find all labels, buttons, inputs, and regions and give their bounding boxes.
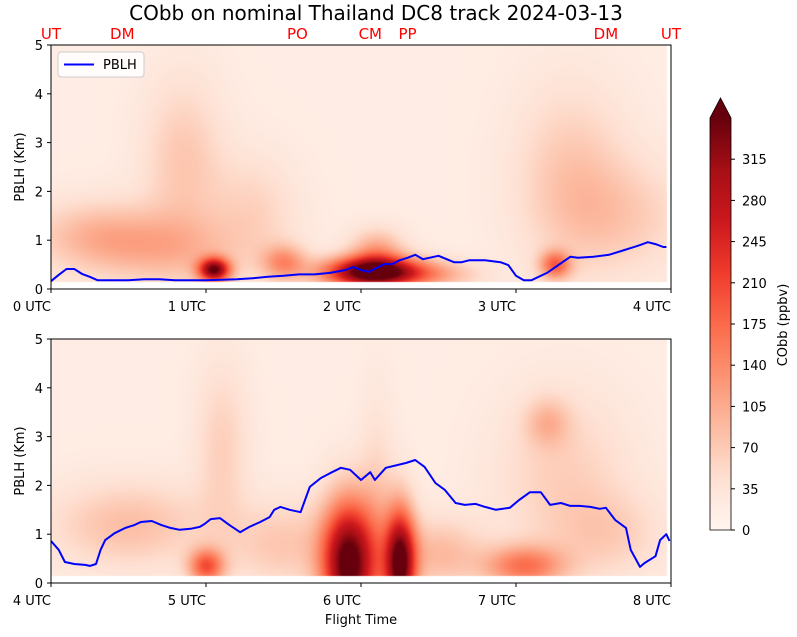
colorbar-tick-label: 140 bbox=[742, 359, 767, 374]
y-tick-label: 4 bbox=[35, 88, 43, 103]
y-tick-label: 5 bbox=[35, 39, 43, 54]
y-axis-label: PBLH (Km) bbox=[13, 426, 28, 495]
colorbar-tick-label: 0 bbox=[742, 524, 750, 539]
colorbar-extend-arrow bbox=[710, 98, 731, 118]
colorbar-tick-label: 280 bbox=[742, 194, 767, 209]
y-tick-label: 2 bbox=[35, 185, 43, 200]
y-tick-label: 1 bbox=[35, 528, 43, 543]
legend-pblh-label: PBLH bbox=[103, 58, 137, 73]
cobb-heatmap-top bbox=[51, 45, 671, 289]
x-tick-label: 4 UTC bbox=[633, 300, 671, 315]
colorbar-label: CObb (ppbv) bbox=[776, 284, 791, 367]
y-tick-label: 1 bbox=[35, 234, 43, 249]
station-label: DM bbox=[594, 25, 619, 43]
station-label: UT bbox=[41, 25, 62, 43]
pblh-line-panel-2 bbox=[50, 459, 671, 568]
y-tick-label: 4 bbox=[35, 382, 43, 397]
colorbar-outline bbox=[709, 97, 732, 531]
colorbar-tick-label: 175 bbox=[742, 318, 767, 333]
y-tick-label: 2 bbox=[35, 479, 43, 494]
y-tick-label: 3 bbox=[35, 431, 43, 446]
colorbar-tick-label: 70 bbox=[742, 442, 759, 457]
x-tick-label: 7 UTC bbox=[478, 594, 516, 609]
colorbar-tick-label: 315 bbox=[742, 153, 767, 168]
y-tick-label: 0 bbox=[35, 577, 43, 592]
pblh-line-panel-1 bbox=[50, 241, 667, 282]
x-tick-label: 0 UTC bbox=[13, 300, 51, 315]
x-tick-label: 6 UTC bbox=[323, 594, 361, 609]
x-tick-label: 8 UTC bbox=[633, 594, 671, 609]
legend: PBLH bbox=[57, 51, 145, 78]
station-label: UT bbox=[661, 25, 682, 43]
station-label: CM bbox=[359, 25, 382, 43]
colorbar bbox=[710, 118, 731, 530]
x-tick-label: 3 UTC bbox=[478, 300, 516, 315]
cobb-heatmap-bottom bbox=[51, 339, 671, 583]
colorbar-tick-label: 210 bbox=[742, 277, 767, 292]
colorbar-tick-label: 245 bbox=[742, 236, 767, 251]
x-axis-label: Flight Time bbox=[325, 613, 397, 628]
station-label: PP bbox=[398, 25, 416, 43]
y-axis-label: PBLH (Km) bbox=[13, 132, 28, 201]
station-label: DM bbox=[110, 25, 135, 43]
colorbar-tick-label: 35 bbox=[742, 483, 759, 498]
x-tick-label: 2 UTC bbox=[323, 300, 361, 315]
y-tick-label: 0 bbox=[35, 283, 43, 298]
axes-frame-panel-1 bbox=[50, 44, 672, 290]
y-tick-label: 3 bbox=[35, 137, 43, 152]
y-tick-label: 5 bbox=[35, 333, 43, 348]
station-label: PO bbox=[287, 25, 308, 43]
chart-title: CObb on nominal Thailand DC8 track 2024-… bbox=[129, 1, 623, 25]
x-tick-label: 1 UTC bbox=[168, 300, 206, 315]
colorbar-tick-label: 105 bbox=[742, 400, 767, 415]
x-tick-label: 4 UTC bbox=[13, 594, 51, 609]
x-tick-label: 5 UTC bbox=[168, 594, 206, 609]
axes-frame-panel-2 bbox=[50, 338, 672, 584]
